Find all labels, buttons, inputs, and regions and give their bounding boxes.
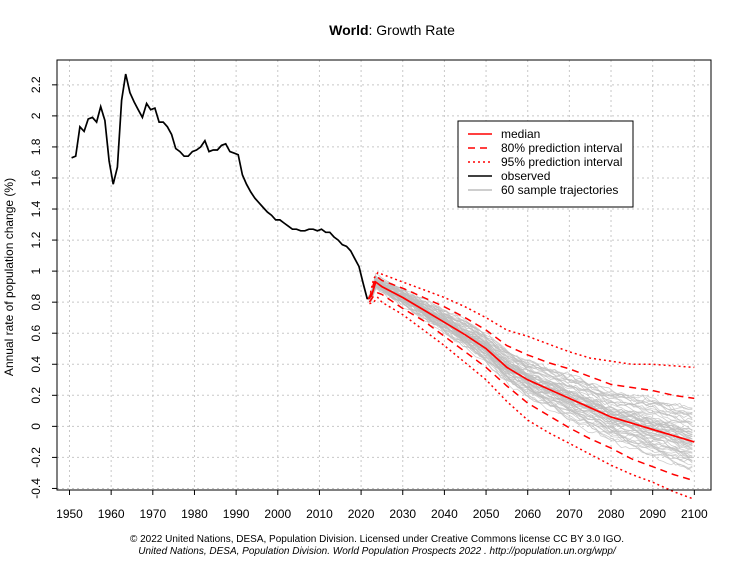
sample-trajectory xyxy=(366,276,693,416)
x-tick-label-2100: 2100 xyxy=(681,507,708,521)
chart-title: World: Growth Rate xyxy=(329,22,455,38)
sample-trajectories xyxy=(366,272,693,473)
y-tick-label-2: 0 xyxy=(29,423,43,430)
x-tick-label-2050: 2050 xyxy=(473,507,500,521)
y-tick-label-11: 1.8 xyxy=(29,138,43,155)
median-line xyxy=(366,280,695,443)
y-tick-label-0: -0.4 xyxy=(29,478,43,499)
sample-trajectory xyxy=(367,283,693,457)
x-tick-label-1950: 1950 xyxy=(56,507,83,521)
y-tick-label-4: 0.4 xyxy=(29,356,43,373)
sample-trajectory xyxy=(366,278,693,435)
y-tick-label-13: 2.2 xyxy=(29,76,43,93)
x-tick-label-2000: 2000 xyxy=(264,507,291,521)
y-tick-label-8: 1.2 xyxy=(29,231,43,248)
legend-label-2: 95% prediction interval xyxy=(501,155,622,169)
chart-title-rest: : Growth Rate xyxy=(369,22,456,38)
y-tick-label-1: -0.2 xyxy=(29,447,43,468)
x-tick-label-2010: 2010 xyxy=(306,507,333,521)
pi95-lower-line xyxy=(369,296,695,501)
series-lines xyxy=(71,73,695,501)
x-tick-label-2070: 2070 xyxy=(556,507,583,521)
y-tick-label-5: 0.6 xyxy=(29,325,43,342)
plot-frame xyxy=(56,59,712,491)
y-tick-label-3: 0.2 xyxy=(29,387,43,404)
legend-label-1: 80% prediction interval xyxy=(501,141,622,155)
chart-title-bold: World xyxy=(329,22,368,38)
sample-trajectory xyxy=(367,280,693,458)
sample-trajectory xyxy=(367,276,693,409)
sample-trajectory xyxy=(366,278,693,424)
sample-trajectory xyxy=(367,285,693,473)
x-tick-label-2030: 2030 xyxy=(389,507,416,521)
y-axis: -0.4 -0.2 0 0.2 0.4 0.6 0.8 1 1.2 1.4 1.6 1.8 2 2.2 xyxy=(29,76,57,499)
legend-label-0: median xyxy=(501,127,540,141)
y-tick-label-6: 0.8 xyxy=(29,294,43,311)
sample-trajectory xyxy=(366,276,693,439)
observed-line xyxy=(71,73,369,300)
sample-trajectory xyxy=(367,281,693,453)
x-tick-label-1980: 1980 xyxy=(181,507,208,521)
x-tick-label-2040: 2040 xyxy=(431,507,458,521)
y-tick-label-12: 2 xyxy=(29,112,43,119)
x-tick-label-2090: 2090 xyxy=(639,507,666,521)
pi80-upper-line xyxy=(368,276,695,400)
sample-trajectory xyxy=(367,280,693,427)
y-tick-label-10: 1.6 xyxy=(29,169,43,186)
y-axis-label: Annual rate of population change (%) xyxy=(2,178,16,376)
y-tick-label-9: 1.4 xyxy=(29,200,43,217)
footer-copyright: © 2022 United Nations, DESA, Population … xyxy=(130,534,624,545)
sample-trajectory xyxy=(366,278,693,410)
pi95-upper-line xyxy=(368,271,695,369)
x-tick-label-2020: 2020 xyxy=(348,507,375,521)
x-tick-label-1960: 1960 xyxy=(98,507,125,521)
legend-box xyxy=(457,120,634,208)
x-tick-label-1990: 1990 xyxy=(223,507,250,521)
sample-trajectory xyxy=(367,276,693,432)
footer-citation: United Nations, DESA, Population Divisio… xyxy=(138,546,617,557)
x-tick-label-2060: 2060 xyxy=(514,507,541,521)
x-tick-label-2080: 2080 xyxy=(598,507,625,521)
sample-trajectory xyxy=(366,277,693,419)
sample-trajectory xyxy=(367,283,693,444)
sample-trajectory xyxy=(367,285,693,466)
legend-label-4: 60 sample trajectories xyxy=(501,183,618,197)
x-tick-label-1970: 1970 xyxy=(139,507,166,521)
y-tick-label-7: 1 xyxy=(29,267,43,274)
legend-label-3: observed xyxy=(501,169,550,183)
x-axis: 1950 1960 1970 1980 1990 2000 2010 2020 2030 2040… xyxy=(56,490,708,521)
pi80-lower-line xyxy=(368,292,695,482)
